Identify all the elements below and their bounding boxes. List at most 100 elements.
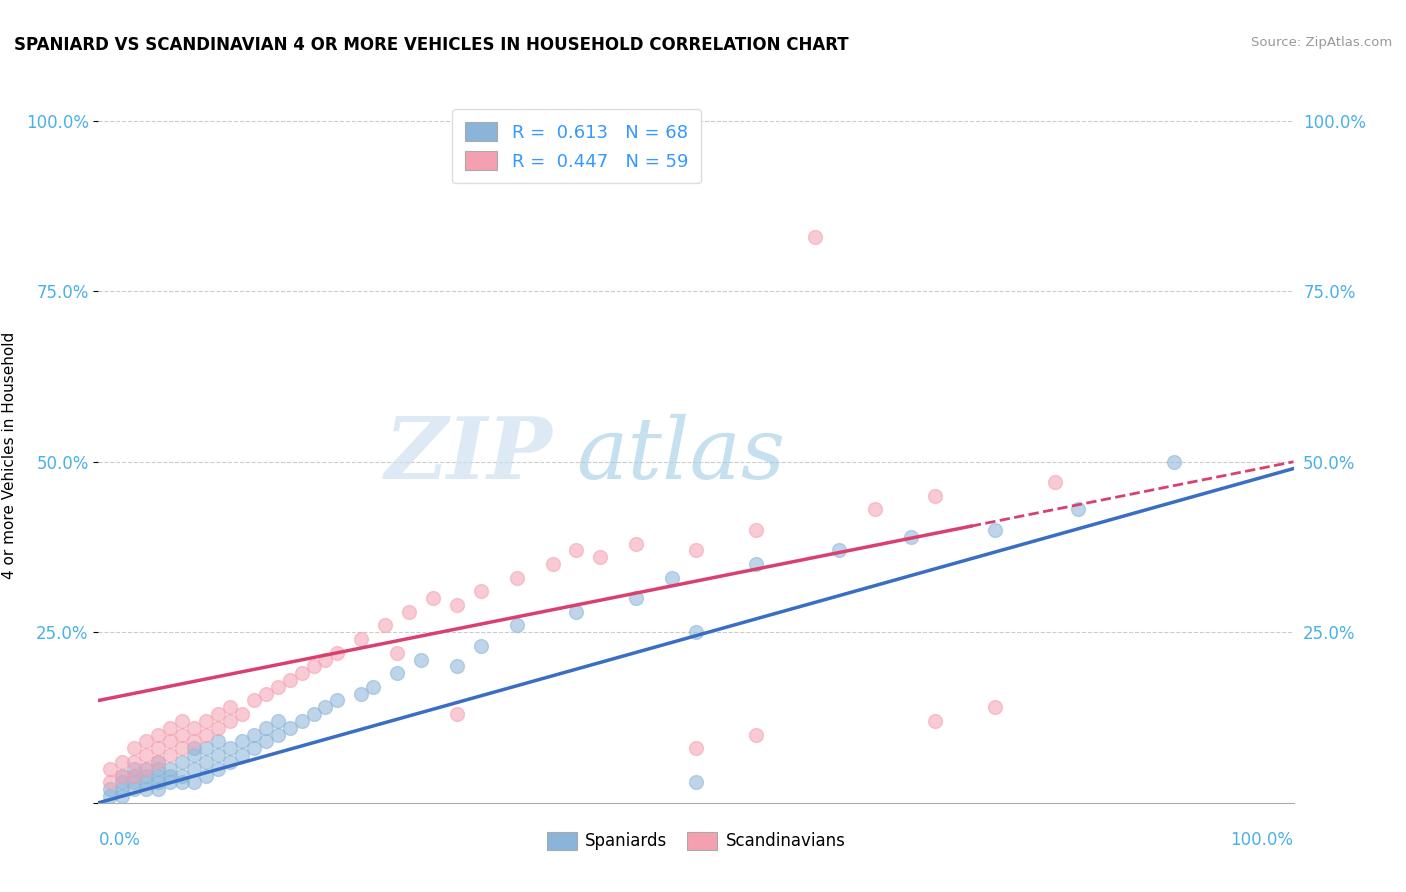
Point — [924, 714, 946, 728]
Point — [195, 714, 218, 728]
Point — [231, 747, 253, 762]
Point — [385, 646, 409, 660]
Point — [219, 755, 242, 769]
Text: atlas: atlas — [576, 414, 786, 496]
Point — [207, 734, 229, 748]
Point — [745, 557, 768, 571]
Point — [148, 762, 170, 776]
Point — [183, 741, 205, 756]
Point — [124, 762, 146, 776]
Point — [111, 782, 134, 797]
Point — [148, 775, 170, 789]
Point — [124, 768, 146, 782]
Point — [135, 775, 157, 789]
Point — [207, 707, 229, 722]
Point — [924, 489, 946, 503]
Point — [685, 741, 707, 756]
Point — [506, 618, 529, 632]
Point — [172, 775, 194, 789]
Point — [254, 734, 277, 748]
Point — [278, 673, 301, 687]
Point — [326, 693, 349, 707]
Point — [111, 768, 134, 782]
Point — [254, 721, 277, 735]
Point — [148, 768, 170, 782]
Point — [231, 707, 253, 722]
Point — [219, 714, 242, 728]
Text: 0.0%: 0.0% — [98, 830, 141, 848]
Point — [685, 625, 707, 640]
Point — [685, 543, 707, 558]
Point — [626, 536, 648, 550]
Point — [111, 755, 134, 769]
Point — [422, 591, 444, 606]
Point — [183, 762, 205, 776]
Point — [470, 584, 492, 599]
Point — [745, 728, 768, 742]
Point — [685, 775, 707, 789]
Point — [148, 755, 170, 769]
Point — [124, 768, 146, 782]
Point — [159, 734, 181, 748]
Point — [506, 571, 529, 585]
Point — [195, 728, 218, 742]
Point — [159, 762, 181, 776]
Point — [159, 775, 181, 789]
Point — [207, 762, 229, 776]
Point — [900, 530, 922, 544]
Point — [984, 523, 1007, 537]
Point — [254, 687, 277, 701]
Point — [363, 680, 385, 694]
Point — [159, 747, 181, 762]
Point — [984, 700, 1007, 714]
Point — [243, 693, 266, 707]
Y-axis label: 4 or more Vehicles in Household: 4 or more Vehicles in Household — [3, 331, 17, 579]
Point — [350, 687, 373, 701]
Point — [183, 721, 205, 735]
Point — [565, 605, 588, 619]
Point — [98, 762, 122, 776]
Point — [326, 646, 349, 660]
Point — [219, 700, 242, 714]
Point — [626, 591, 648, 606]
Point — [219, 741, 242, 756]
Point — [148, 782, 170, 797]
Point — [804, 229, 827, 244]
Point — [411, 652, 433, 666]
Point — [172, 755, 194, 769]
Point — [172, 728, 194, 742]
Point — [135, 734, 157, 748]
Point — [183, 734, 205, 748]
Point — [183, 747, 205, 762]
Point — [1043, 475, 1066, 490]
Point — [398, 605, 420, 619]
Point — [135, 747, 157, 762]
Point — [172, 768, 194, 782]
Point — [267, 714, 290, 728]
Point — [124, 755, 146, 769]
Point — [111, 768, 134, 782]
Point — [350, 632, 373, 646]
Text: Source: ZipAtlas.com: Source: ZipAtlas.com — [1251, 36, 1392, 49]
Text: ZIP: ZIP — [385, 413, 553, 497]
Point — [135, 768, 157, 782]
Point — [98, 789, 122, 803]
Point — [135, 762, 157, 776]
Point — [124, 775, 146, 789]
Point — [195, 768, 218, 782]
Point — [195, 755, 218, 769]
Legend: Spaniards, Scandinavians: Spaniards, Scandinavians — [540, 825, 852, 857]
Point — [589, 550, 612, 565]
Point — [135, 782, 157, 797]
Point — [1163, 455, 1185, 469]
Point — [446, 598, 468, 612]
Point — [541, 557, 564, 571]
Point — [148, 728, 170, 742]
Point — [111, 789, 134, 803]
Point — [745, 523, 768, 537]
Point — [98, 782, 122, 797]
Point — [183, 775, 205, 789]
Point — [828, 543, 851, 558]
Point — [374, 618, 396, 632]
Point — [124, 741, 146, 756]
